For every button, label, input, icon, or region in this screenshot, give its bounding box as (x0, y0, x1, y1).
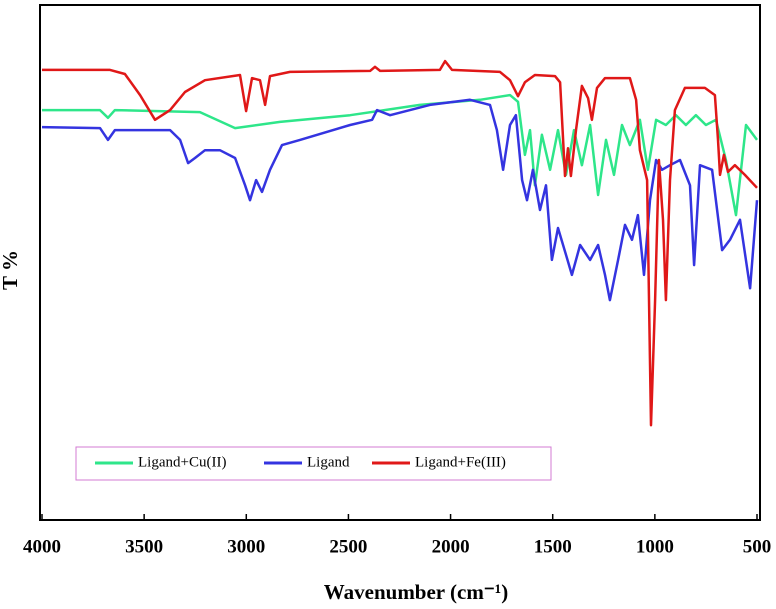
legend-box (75, 446, 552, 481)
x-tick-label: 1500 (534, 536, 572, 557)
x-tick-label: 3500 (125, 536, 163, 557)
x-tick-label: 500 (743, 536, 772, 557)
y-axis-label: T % (0, 250, 22, 290)
series-line (42, 59, 758, 427)
legend-label: Ligand+Fe(III) (415, 454, 506, 470)
series-line (41, 98, 759, 302)
x-axis-label: Wavenumber (cm⁻¹) (324, 580, 508, 604)
x-tick-label: 1000 (636, 536, 674, 557)
x-tick-label: 3000 (227, 536, 265, 557)
legend-label: Ligand+Cu(II) (138, 454, 226, 470)
x-tick-label: 4000 (23, 536, 61, 557)
x-tick-label: 2000 (432, 536, 470, 557)
legend-label: Ligand (307, 454, 350, 470)
x-tick-label: 2500 (329, 536, 367, 557)
plot-frame (39, 4, 761, 521)
series-line (42, 93, 759, 217)
